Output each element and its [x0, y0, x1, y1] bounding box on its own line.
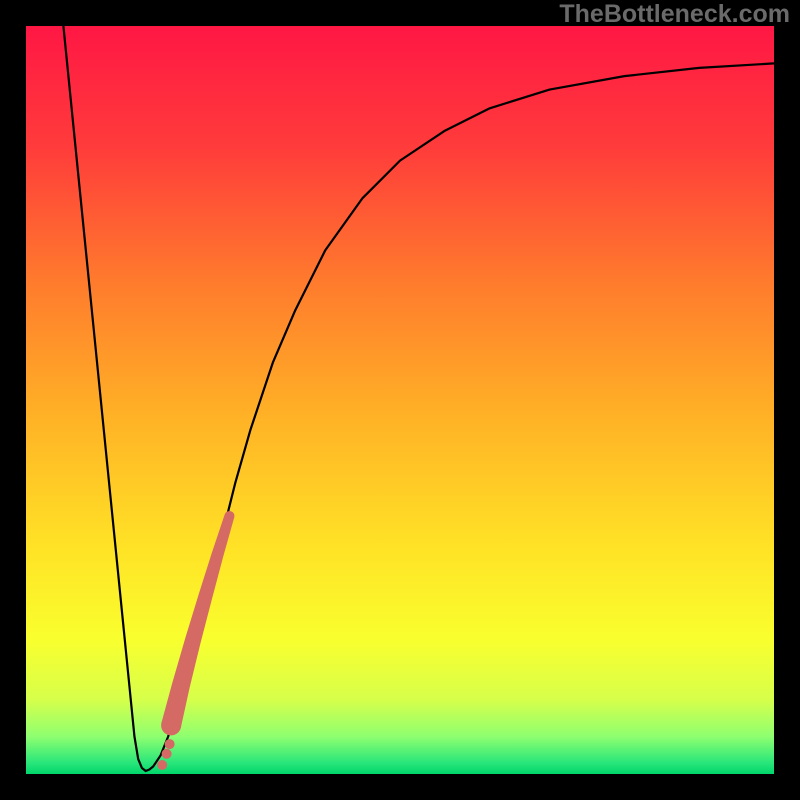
watermark-text: TheBottleneck.com — [559, 0, 790, 29]
swoosh-cap-top — [224, 511, 234, 521]
swoosh-dot — [162, 749, 172, 759]
plot-background — [26, 26, 774, 774]
chart-frame: TheBottleneck.com — [0, 0, 800, 800]
swoosh-cap-bottom — [161, 715, 181, 735]
chart-svg — [0, 0, 800, 800]
swoosh-dot — [157, 760, 167, 770]
swoosh-dot — [165, 739, 175, 749]
